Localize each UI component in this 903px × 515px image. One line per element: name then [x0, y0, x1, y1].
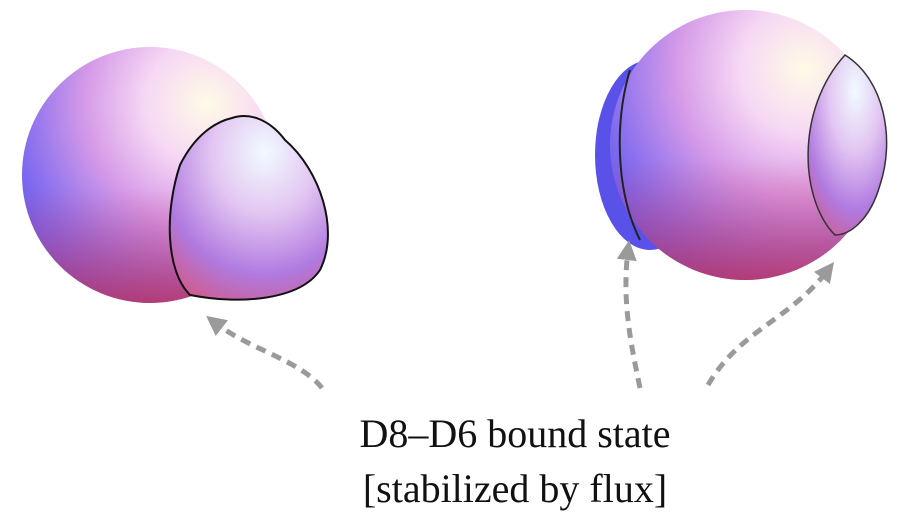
caption-line: D8–D6 bound state	[359, 411, 670, 456]
left-blob	[22, 47, 328, 303]
diagram: D8–D6 bound state [stabilized by flux]	[0, 0, 903, 515]
caption-line: [stabilized by flux]	[363, 466, 667, 511]
right-blob	[595, 10, 887, 280]
